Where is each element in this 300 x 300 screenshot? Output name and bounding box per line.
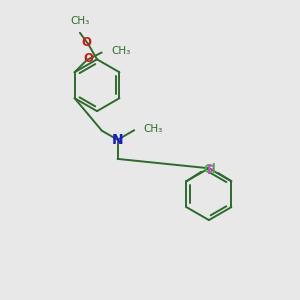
Text: Cl: Cl: [203, 163, 216, 176]
Text: O: O: [82, 36, 92, 49]
Text: CH₃: CH₃: [70, 16, 89, 26]
Text: CH₃: CH₃: [111, 46, 130, 56]
Text: CH₃: CH₃: [144, 124, 163, 134]
Text: O: O: [83, 52, 93, 65]
Text: F: F: [206, 164, 214, 177]
Text: N: N: [112, 133, 123, 147]
